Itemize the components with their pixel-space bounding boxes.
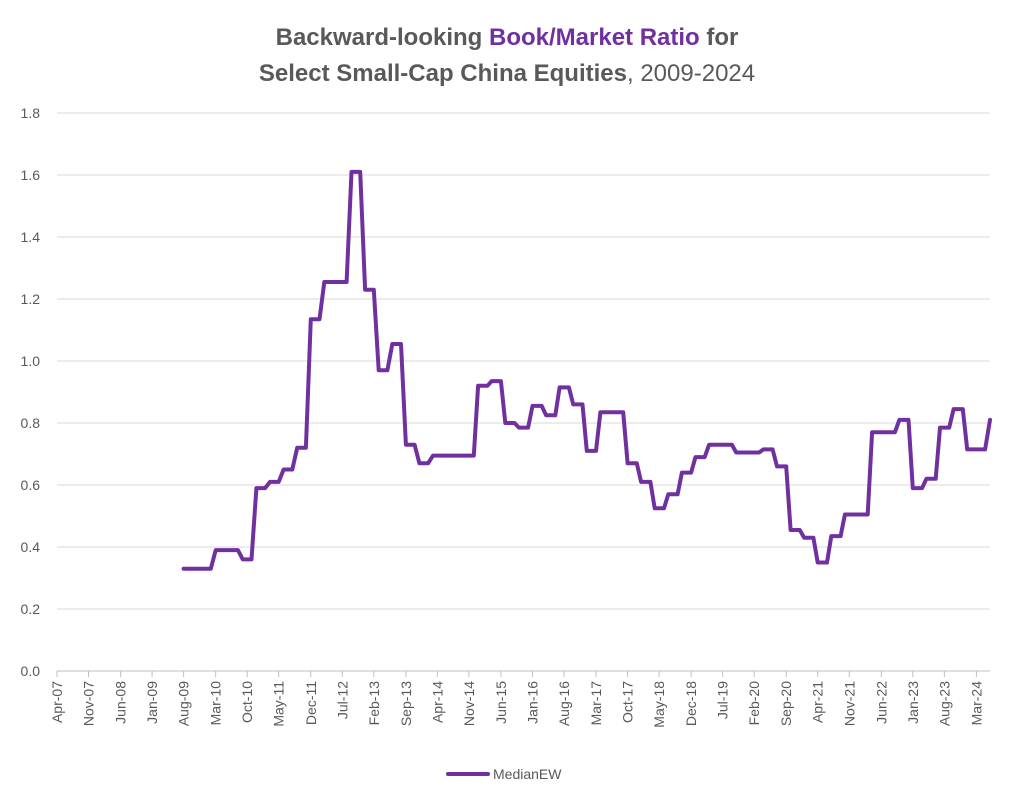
y-tick-label: 1.0 xyxy=(21,353,41,369)
x-tick-label: Apr-07 xyxy=(49,681,65,723)
x-tick-label: Jun-22 xyxy=(873,681,889,724)
x-tick-label: Jul-12 xyxy=(334,681,350,719)
y-tick-label: 1.6 xyxy=(21,167,41,183)
x-tick-label: Feb-20 xyxy=(746,681,762,726)
x-tick-label: Aug-16 xyxy=(556,681,572,726)
x-tick-label: Sep-13 xyxy=(398,681,414,726)
x-tick-label: Oct-17 xyxy=(620,681,636,723)
series-layer xyxy=(181,169,992,571)
x-tick-label: May-18 xyxy=(651,681,667,728)
y-tick-label: 0.8 xyxy=(21,415,41,431)
y-tick-label: 1.2 xyxy=(21,291,41,307)
y-tick-label: 0.2 xyxy=(21,601,41,617)
chart-title-line-1: Backward-looking Book/Market Ratio for xyxy=(276,24,739,51)
legend-label-medianew: MedianEW xyxy=(493,766,562,782)
x-tick-label: Aug-09 xyxy=(176,681,192,726)
x-tick-label: Nov-21 xyxy=(841,681,857,726)
x-tick-label: Jun-08 xyxy=(113,681,129,724)
x-tick-label: Mar-24 xyxy=(968,681,984,726)
y-tick-label: 0.6 xyxy=(21,477,41,493)
x-tick-label: Nov-14 xyxy=(461,681,477,726)
y-tick-label: 1.8 xyxy=(21,105,41,121)
x-tick-label: Jan-23 xyxy=(905,681,921,724)
x-tick-label: Dec-18 xyxy=(683,681,699,726)
x-tick-label: Aug-23 xyxy=(936,681,952,726)
x-tick-label: Oct-10 xyxy=(239,681,255,723)
y-tick-label: 0.4 xyxy=(21,539,41,555)
x-tick-label: Nov-07 xyxy=(81,681,97,726)
legend: MedianEW xyxy=(446,766,562,782)
x-tick-label: Dec-11 xyxy=(303,681,319,725)
x-tick-label: Jan-16 xyxy=(524,681,540,724)
x-tick-label: Jan-09 xyxy=(144,681,160,724)
x-tick-label: Feb-13 xyxy=(366,681,382,726)
y-tick-label: 1.4 xyxy=(21,229,41,245)
x-tick-label: Sep-20 xyxy=(778,681,794,726)
x-axis: Apr-07 Nov-07 Jun-08 Jan-09 Aug-09 Mar-10 Oct-… xyxy=(49,670,990,728)
x-tick-label: Jun-15 xyxy=(493,681,509,724)
chart-title-years: , 2009-2024 xyxy=(627,60,755,87)
x-tick-label: Apr-14 xyxy=(429,681,445,723)
chart-title-suffix: for xyxy=(700,24,739,51)
chart-title-line-2: Select Small-Cap China Equities, 2009-20… xyxy=(259,60,755,87)
gridlines xyxy=(57,112,990,610)
chart-title-accent: Book/Market Ratio xyxy=(489,24,700,51)
chart-title-prefix: Backward-looking xyxy=(276,24,489,51)
chart-title-subject: Select Small-Cap China Equities xyxy=(259,60,627,87)
x-tick-label: Mar-17 xyxy=(588,681,604,726)
y-tick-label: 0.0 xyxy=(21,663,41,679)
x-tick-label: Apr-21 xyxy=(810,681,826,723)
y-axis: 0.0 0.2 0.4 0.6 0.8 1.0 1.2 1.4 1.6 1.8 xyxy=(21,105,41,679)
series-line-medianew xyxy=(181,169,992,571)
x-tick-label: Jul-19 xyxy=(715,681,731,719)
x-tick-label: Mar-10 xyxy=(208,681,224,726)
x-tick-label: May-11 xyxy=(271,681,287,727)
